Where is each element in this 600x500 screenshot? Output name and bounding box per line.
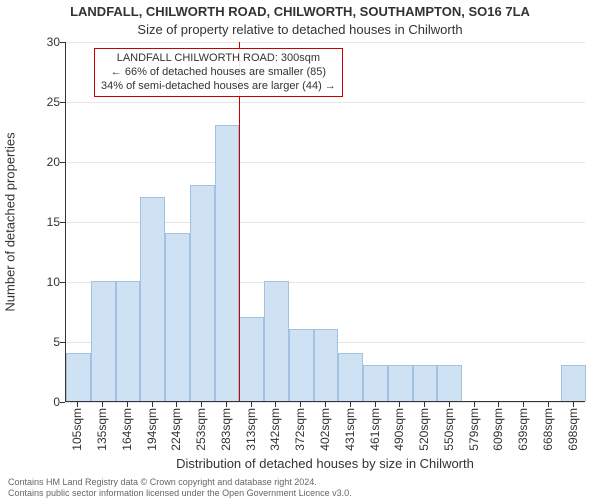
- footer-line-2: Contains public sector information licen…: [8, 488, 352, 498]
- footer-line-1: Contains HM Land Registry data © Crown c…: [8, 477, 352, 487]
- x-tick-label: 431sqm: [343, 408, 357, 451]
- histogram-bar: [215, 125, 240, 401]
- histogram-bar: [66, 353, 91, 401]
- x-tick-mark: [498, 402, 499, 407]
- x-tick-mark: [399, 402, 400, 407]
- footer-attribution: Contains HM Land Registry data © Crown c…: [8, 477, 352, 498]
- y-tick-label: 15: [30, 215, 60, 229]
- chart-container: LANDFALL, CHILWORTH ROAD, CHILWORTH, SOU…: [0, 0, 600, 500]
- annotation-line: LANDFALL CHILWORTH ROAD: 300sqm: [101, 52, 336, 66]
- x-tick-mark: [474, 402, 475, 407]
- y-tick-label: 10: [30, 275, 60, 289]
- histogram-bar: [413, 365, 438, 401]
- x-tick-label: 135sqm: [95, 408, 109, 451]
- annotation-box: LANDFALL CHILWORTH ROAD: 300sqm← 66% of …: [94, 48, 343, 97]
- x-tick-mark: [548, 402, 549, 407]
- x-tick-label: 402sqm: [318, 408, 332, 451]
- y-tick-label: 30: [30, 35, 60, 49]
- y-axis-label: Number of detached properties: [3, 132, 18, 311]
- x-tick-label: 579sqm: [467, 408, 481, 451]
- y-tick-label: 5: [30, 335, 60, 349]
- y-tick-mark: [60, 102, 65, 103]
- x-tick-mark: [77, 402, 78, 407]
- title-sub: Size of property relative to detached ho…: [0, 22, 600, 37]
- gridline: [66, 42, 585, 43]
- x-tick-mark: [102, 402, 103, 407]
- x-tick-mark: [375, 402, 376, 407]
- histogram-bar: [190, 185, 215, 401]
- histogram-bar: [388, 365, 413, 401]
- x-tick-label: 668sqm: [541, 408, 555, 451]
- x-tick-label: 194sqm: [145, 408, 159, 451]
- x-tick-label: 609sqm: [491, 408, 505, 451]
- gridline: [66, 162, 585, 163]
- histogram-bar: [140, 197, 165, 401]
- x-tick-mark: [325, 402, 326, 407]
- annotation-line: ← 66% of detached houses are smaller (85…: [101, 66, 336, 80]
- x-tick-label: 520sqm: [417, 408, 431, 451]
- y-tick-mark: [60, 222, 65, 223]
- histogram-bar: [239, 317, 264, 401]
- histogram-bar: [91, 281, 116, 401]
- x-tick-label: 639sqm: [516, 408, 530, 451]
- x-tick-mark: [275, 402, 276, 407]
- x-tick-label: 490sqm: [392, 408, 406, 451]
- x-tick-mark: [152, 402, 153, 407]
- gridline: [66, 102, 585, 103]
- x-tick-mark: [127, 402, 128, 407]
- x-tick-mark: [573, 402, 574, 407]
- x-tick-label: 313sqm: [244, 408, 258, 451]
- x-tick-label: 283sqm: [219, 408, 233, 451]
- x-tick-mark: [251, 402, 252, 407]
- x-tick-label: 164sqm: [120, 408, 134, 451]
- y-tick-mark: [60, 342, 65, 343]
- histogram-bar: [437, 365, 462, 401]
- x-tick-label: 342sqm: [268, 408, 282, 451]
- x-tick-label: 461sqm: [368, 408, 382, 451]
- histogram-bar: [116, 281, 141, 401]
- histogram-bar: [289, 329, 314, 401]
- x-tick-mark: [176, 402, 177, 407]
- x-tick-label: 698sqm: [566, 408, 580, 451]
- histogram-bar: [165, 233, 190, 401]
- histogram-bar: [561, 365, 586, 401]
- y-tick-mark: [60, 402, 65, 403]
- x-tick-mark: [523, 402, 524, 407]
- x-tick-label: 224sqm: [169, 408, 183, 451]
- x-tick-mark: [424, 402, 425, 407]
- x-tick-mark: [449, 402, 450, 407]
- x-tick-label: 105sqm: [70, 408, 84, 451]
- y-tick-mark: [60, 42, 65, 43]
- y-tick-label: 20: [30, 155, 60, 169]
- y-tick-label: 25: [30, 95, 60, 109]
- x-tick-label: 550sqm: [442, 408, 456, 451]
- histogram-bar: [363, 365, 388, 401]
- x-tick-mark: [350, 402, 351, 407]
- y-tick-mark: [60, 282, 65, 283]
- x-tick-mark: [226, 402, 227, 407]
- y-tick-label: 0: [30, 395, 60, 409]
- x-tick-label: 372sqm: [293, 408, 307, 451]
- histogram-bar: [264, 281, 289, 401]
- y-tick-mark: [60, 162, 65, 163]
- histogram-bar: [338, 353, 363, 401]
- plot-area: LANDFALL CHILWORTH ROAD: 300sqm← 66% of …: [65, 42, 585, 402]
- title-main: LANDFALL, CHILWORTH ROAD, CHILWORTH, SOU…: [0, 4, 600, 19]
- annotation-line: 34% of semi-detached houses are larger (…: [101, 80, 336, 94]
- x-tick-mark: [300, 402, 301, 407]
- histogram-bar: [314, 329, 339, 401]
- x-tick-mark: [201, 402, 202, 407]
- x-tick-label: 253sqm: [194, 408, 208, 451]
- x-axis-label: Distribution of detached houses by size …: [65, 456, 585, 471]
